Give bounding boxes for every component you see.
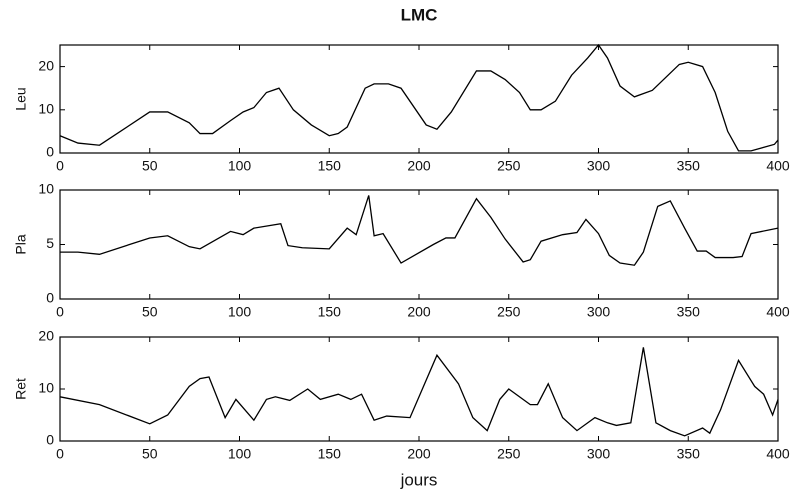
x-tick-label: 400 [766, 446, 790, 462]
x-tick-label: 200 [407, 446, 431, 462]
y-tick-label: 10 [38, 101, 54, 117]
y-tick-label: 5 [46, 235, 54, 251]
data-line [60, 195, 779, 266]
x-tick-label: 250 [497, 158, 521, 174]
x-tick-label: 100 [228, 158, 252, 174]
y-tick-label: 0 [46, 290, 54, 306]
y-tick-label: 20 [38, 328, 54, 344]
x-tick-label: 150 [318, 304, 342, 320]
data-line [59, 43, 779, 152]
y-tick-label: 10 [38, 181, 54, 197]
y-tick-label: 10 [38, 380, 54, 396]
plot-frame [59, 336, 779, 442]
x-tick-label: 300 [587, 446, 611, 462]
x-tick-label: 0 [56, 446, 64, 462]
x-tick-label: 0 [56, 304, 64, 320]
x-tick-label: 350 [677, 158, 701, 174]
x-tick-label: 400 [766, 158, 790, 174]
y-axis-label: Pla [13, 234, 29, 254]
x-tick-label: 100 [228, 304, 252, 320]
x-tick-label: 300 [587, 158, 611, 174]
x-tick-label: 150 [318, 158, 342, 174]
data-line [59, 347, 779, 437]
x-tick-label: 250 [497, 304, 521, 320]
x-tick-label: 200 [407, 304, 431, 320]
x-tick-label: 150 [318, 446, 342, 462]
x-tick-label: 100 [228, 446, 252, 462]
chart-title: LMC [401, 5, 438, 24]
x-tick-label: 50 [142, 304, 158, 320]
y-axis-label: Leu [13, 87, 29, 110]
x-tick-label: 350 [677, 446, 701, 462]
x-tick-label: 250 [497, 446, 521, 462]
x-tick-label: 200 [407, 158, 431, 174]
x-tick-label: 50 [142, 446, 158, 462]
x-tick-label: 0 [56, 158, 64, 174]
x-axis-label: jours [400, 470, 438, 489]
x-tick-label: 300 [587, 304, 611, 320]
y-tick-label: 20 [38, 57, 54, 73]
x-tick-label: 50 [142, 158, 158, 174]
plot-frame [59, 189, 779, 300]
plot-frame [59, 44, 779, 154]
y-tick-label: 0 [46, 144, 54, 160]
x-tick-label: 400 [766, 304, 790, 320]
x-tick-label: 350 [677, 304, 701, 320]
y-tick-label: 0 [46, 432, 54, 448]
y-axis-label: Ret [13, 378, 29, 400]
